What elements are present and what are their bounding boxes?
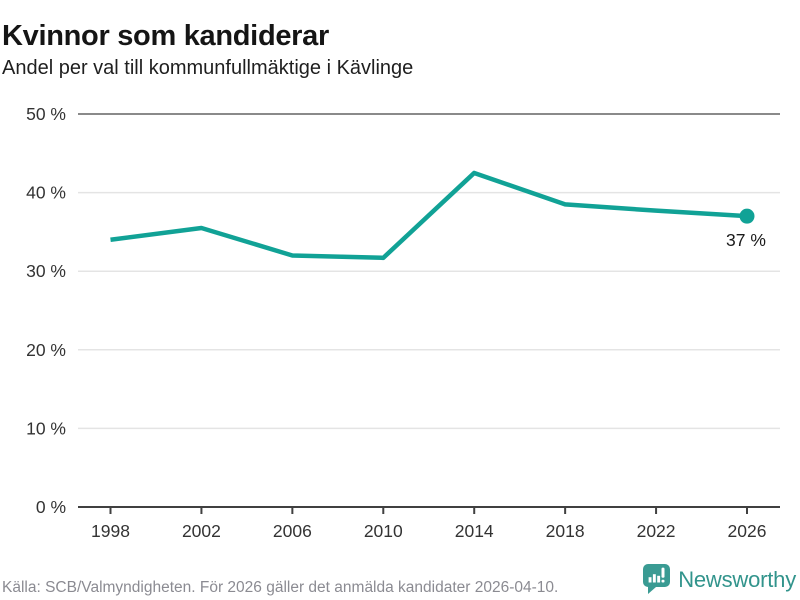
x-tick-label: 2026: [728, 521, 767, 541]
y-tick-label: 50 %: [26, 104, 66, 124]
logo-bar-2: [653, 574, 656, 583]
x-tick-label: 1998: [91, 521, 130, 541]
source-note: Källa: SCB/Valmyndigheten. För 2026 gäll…: [2, 579, 559, 596]
x-tick-label: 2002: [182, 521, 221, 541]
line-chart: 50 % 40 % 30 % 20 % 10 % 0 % 1998 2002 2006 2010 2…: [26, 104, 780, 541]
y-tick-label: 10 %: [26, 418, 66, 438]
x-tick-label: 2018: [546, 521, 585, 541]
logo-bar-1: [648, 577, 652, 583]
logo-exclamation: [661, 567, 665, 578]
x-tick-label: 2022: [637, 521, 676, 541]
newsworthy-wordmark: Newsworthy: [678, 566, 796, 592]
y-tick-label: 40 %: [26, 183, 66, 203]
page-subtitle: Andel per val till kommunfullmäktige i K…: [2, 57, 414, 79]
x-tick-label: 2010: [364, 521, 403, 541]
page-title: Kvinnor som kandiderar: [2, 20, 329, 53]
newsworthy-brand: Newsworthy: [642, 562, 796, 597]
y-tick-label: 0 %: [36, 497, 66, 517]
newsworthy-logo-icon: [643, 564, 671, 594]
x-tick-label: 2014: [455, 521, 494, 541]
end-value-label: 37 %: [726, 230, 766, 250]
data-line: [110, 170, 748, 261]
end-dot: [739, 208, 755, 224]
x-tick-label: 2006: [273, 521, 312, 541]
logo-exclamation-dot: [661, 579, 665, 583]
logo-bar-3: [657, 575, 661, 583]
y-tick-label: 20 %: [26, 340, 66, 360]
y-tick-label: 30 %: [26, 261, 66, 281]
